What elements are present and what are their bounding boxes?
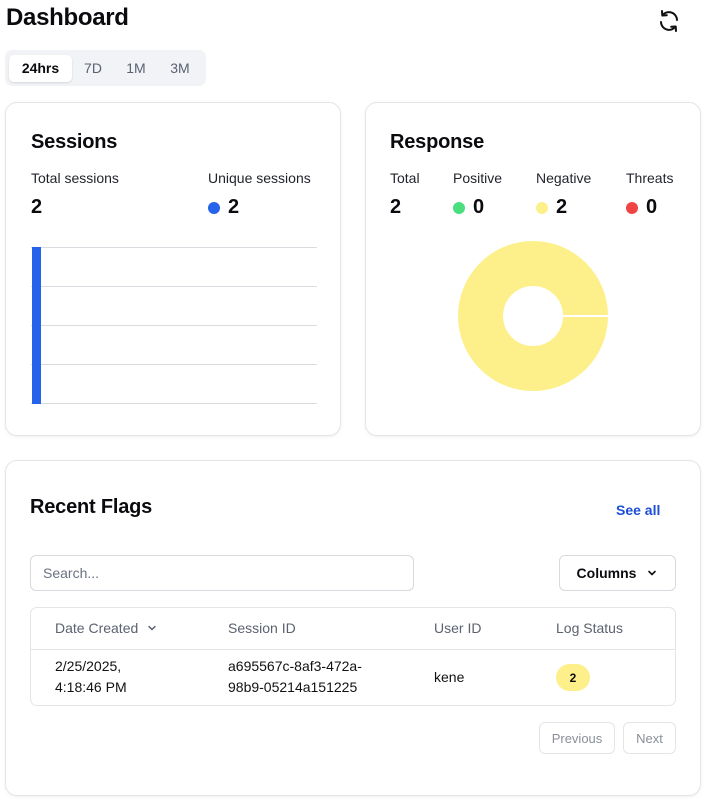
date-line: 2/25/2025, — [55, 658, 122, 674]
date-created-cell: 2/25/2025, 4:18:46 PM — [55, 656, 127, 698]
user-id-header: User ID — [434, 620, 482, 636]
positive-value: 0 — [453, 196, 484, 219]
header-divider — [31, 649, 675, 650]
tab-3m[interactable]: 3M — [170, 60, 190, 76]
columns-label: Columns — [576, 565, 637, 581]
chevron-down-icon — [648, 570, 657, 576]
response-donut-chart — [458, 241, 608, 391]
columns-button[interactable]: Columns — [559, 555, 676, 591]
response-total-label: Total — [390, 170, 420, 186]
sessions-bar[interactable] — [32, 247, 41, 404]
time-range-tabs: 24hrs 7D 1M 3M — [5, 50, 206, 86]
see-all-link[interactable]: See all — [616, 502, 661, 518]
response-card: Response Total 2 Positive 0 Negative 2 T… — [365, 102, 701, 436]
session-id-header: Session ID — [228, 620, 296, 636]
negative-label: Negative — [536, 170, 592, 186]
threats-value: 0 — [626, 196, 657, 219]
negative-value: 2 — [536, 196, 567, 219]
unique-sessions-number: 2 — [228, 196, 240, 218]
negative-number: 2 — [556, 196, 568, 218]
sessions-title: Sessions — [31, 131, 118, 153]
unique-sessions-dot — [208, 201, 220, 214]
tab-24hrs[interactable]: 24hrs — [9, 54, 72, 82]
log-status-header: Log Status — [556, 620, 623, 636]
response-total-number: 2 — [390, 196, 402, 218]
threats-dot — [626, 201, 638, 214]
threats-label: Threats — [626, 170, 674, 186]
total-sessions-value: 2 — [31, 196, 42, 219]
time-line: 4:18:46 PM — [55, 679, 127, 695]
positive-label: Positive — [453, 170, 503, 186]
next-button[interactable]: Next — [623, 722, 676, 754]
negative-dot — [536, 201, 548, 214]
session-id-line2: 98b9-05214a151225 — [228, 679, 358, 695]
date-created-header[interactable]: Date Created — [55, 620, 158, 636]
refresh-icon — [660, 10, 678, 32]
date-created-header-label: Date Created — [55, 620, 139, 636]
grid-line — [31, 286, 317, 287]
positive-dot — [453, 201, 465, 214]
user-id-cell: kene — [434, 669, 465, 685]
page-title: Dashboard — [6, 4, 129, 31]
response-total-value: 2 — [390, 196, 401, 219]
response-title: Response — [390, 131, 484, 153]
grid-line — [31, 247, 317, 248]
session-id-line1: a695567c-8af3-472a- — [228, 658, 362, 674]
total-sessions-number: 2 — [31, 196, 43, 218]
unique-sessions-label: Unique sessions — [208, 170, 311, 186]
grid-line — [31, 364, 317, 365]
unique-sessions-value: 2 — [208, 196, 239, 219]
tab-1m[interactable]: 1M — [126, 60, 146, 76]
recent-flags-table: Date Created Session ID User ID Log Stat… — [30, 607, 676, 706]
search-input[interactable] — [30, 555, 414, 591]
tab-7d[interactable]: 7D — [84, 60, 102, 76]
grid-line — [31, 403, 317, 404]
refresh-button[interactable] — [655, 8, 683, 34]
total-sessions-label: Total sessions — [31, 170, 119, 186]
sessions-card: Sessions Total sessions 2 Unique session… — [5, 102, 341, 436]
grid-line — [31, 325, 317, 326]
session-id-cell: a695567c-8af3-472a- 98b9-05214a151225 — [228, 656, 362, 698]
positive-number: 0 — [473, 196, 485, 218]
log-status-badge: 2 — [556, 664, 590, 691]
chevron-down-icon — [148, 625, 157, 631]
threats-number: 0 — [646, 196, 658, 218]
sessions-bar-chart — [31, 247, 317, 404]
previous-button[interactable]: Previous — [539, 722, 615, 754]
recent-flags-title: Recent Flags — [30, 496, 153, 518]
